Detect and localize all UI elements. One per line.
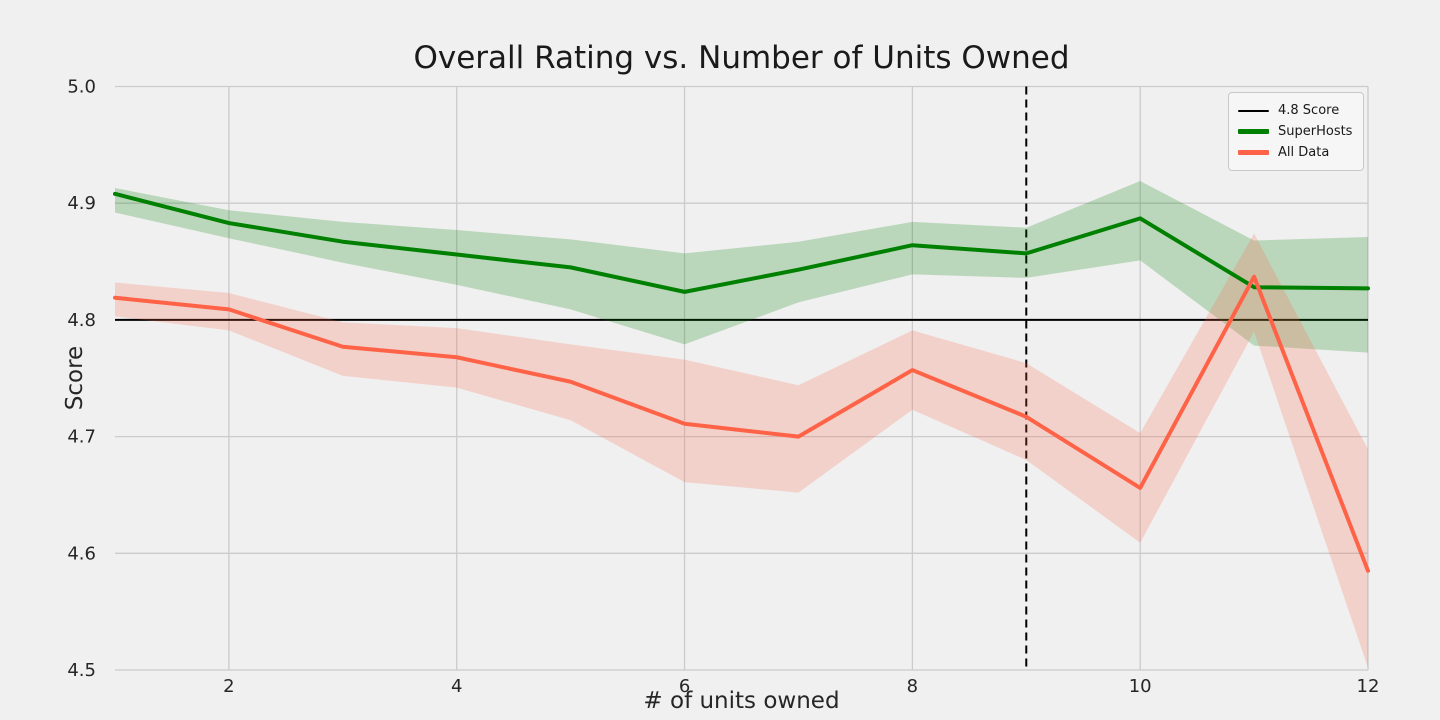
y-tick-label: 4.6 [67,543,96,564]
x-tick-label: 12 [1357,676,1380,697]
confidence-band-superhosts [115,181,1368,353]
legend-label: 4.8 Score [1278,103,1340,118]
y-tick-label: 4.9 [67,193,96,214]
y-tick-label: 4.5 [67,660,96,681]
legend-swatch-superhosts [1238,129,1269,134]
legend-label: All Data [1278,145,1330,160]
x-axis-label: # of units owned [643,688,840,714]
x-tick-label: 10 [1129,676,1152,697]
legend-swatch-all-data [1238,150,1269,155]
y-tick-label: 4.8 [67,310,96,331]
y-tick-label: 4.7 [67,427,96,448]
chart-title: Overall Rating vs. Number of Units Owned [413,40,1070,76]
y-tick-label: 5.0 [67,77,96,98]
x-tick-label: 8 [907,676,918,697]
legend-swatch-48-score [1238,109,1269,112]
y-axis-label: Score [62,345,88,411]
confidence-band-all-data [115,233,1368,668]
legend-label: SuperHosts [1278,124,1353,139]
series-line-all-data [113,274,1370,573]
x-tick-label: 6 [679,676,690,697]
legend-item-48-score: 4.8 Score [1238,100,1353,121]
legend-item-superhosts: SuperHosts [1238,121,1353,142]
x-tick-label: 4 [451,676,462,697]
series-line-superhosts [113,191,1370,294]
legend-item-all-data: All Data [1238,142,1353,163]
legend: 4.8 Score SuperHosts All Data [1228,92,1364,171]
x-tick-label: 2 [223,676,234,697]
